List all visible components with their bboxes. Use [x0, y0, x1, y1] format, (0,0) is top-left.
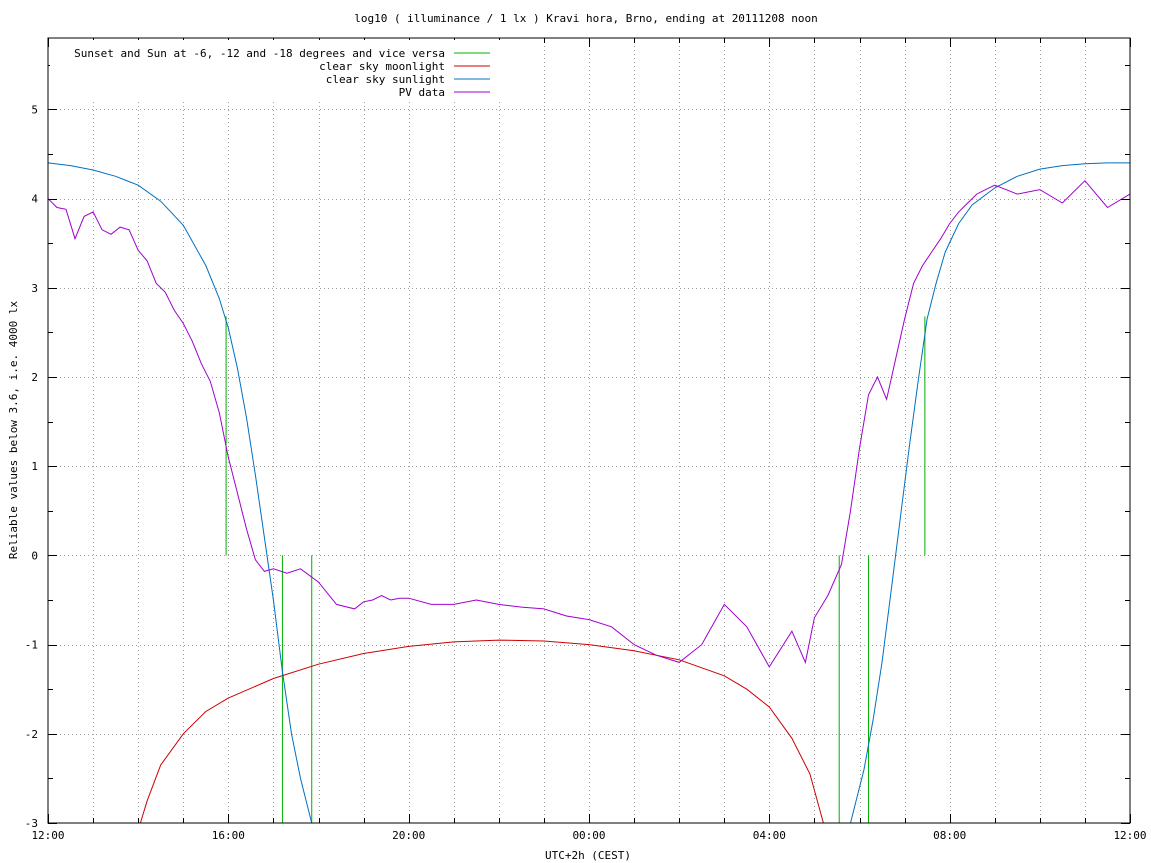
x-tick-label: 08:00: [933, 829, 966, 842]
y-tick-label: -2: [25, 728, 38, 741]
x-tick-label: 16:00: [212, 829, 245, 842]
legend: Sunset and Sun at -6, -12 and -18 degree…: [50, 40, 502, 100]
legend-label: clear sky moonlight: [319, 60, 445, 73]
y-tick-label: -1: [25, 639, 38, 652]
y-tick-label: 1: [31, 460, 38, 473]
x-tick-label: 20:00: [392, 829, 425, 842]
legend-label: clear sky sunlight: [326, 73, 445, 86]
clear-sky-sunlight-line: [48, 162, 1130, 823]
x-tick-label: 04:00: [753, 829, 786, 842]
grid-lines: [48, 38, 1130, 823]
pv-data-line: [48, 179, 1130, 668]
legend-label: PV data: [399, 86, 445, 99]
y-tick-label: 5: [31, 103, 38, 116]
y-axis-label: Reliable values below 3.6, i.e. 4000 lx: [7, 300, 20, 559]
y-tick-label: 0: [31, 549, 38, 562]
x-tick-label: 12:00: [1113, 829, 1146, 842]
legend-label: Sunset and Sun at -6, -12 and -18 degree…: [74, 47, 445, 60]
y-tick-label: 4: [31, 193, 38, 206]
x-tick-label: 12:00: [31, 829, 64, 842]
x-tick-label: 00:00: [572, 829, 605, 842]
y-tick-label: -3: [25, 817, 38, 830]
legend-box: [50, 40, 502, 100]
y-tick-label: 2: [31, 371, 38, 384]
clear-sky-moonlight-line: [139, 639, 824, 823]
chart-title: log10 ( illuminance / 1 lx ) Kravi hora,…: [354, 12, 818, 25]
y-tick-label: 3: [31, 282, 38, 295]
x-axis-label: UTC+2h (CEST): [545, 849, 631, 862]
series-layer: [48, 162, 1130, 823]
